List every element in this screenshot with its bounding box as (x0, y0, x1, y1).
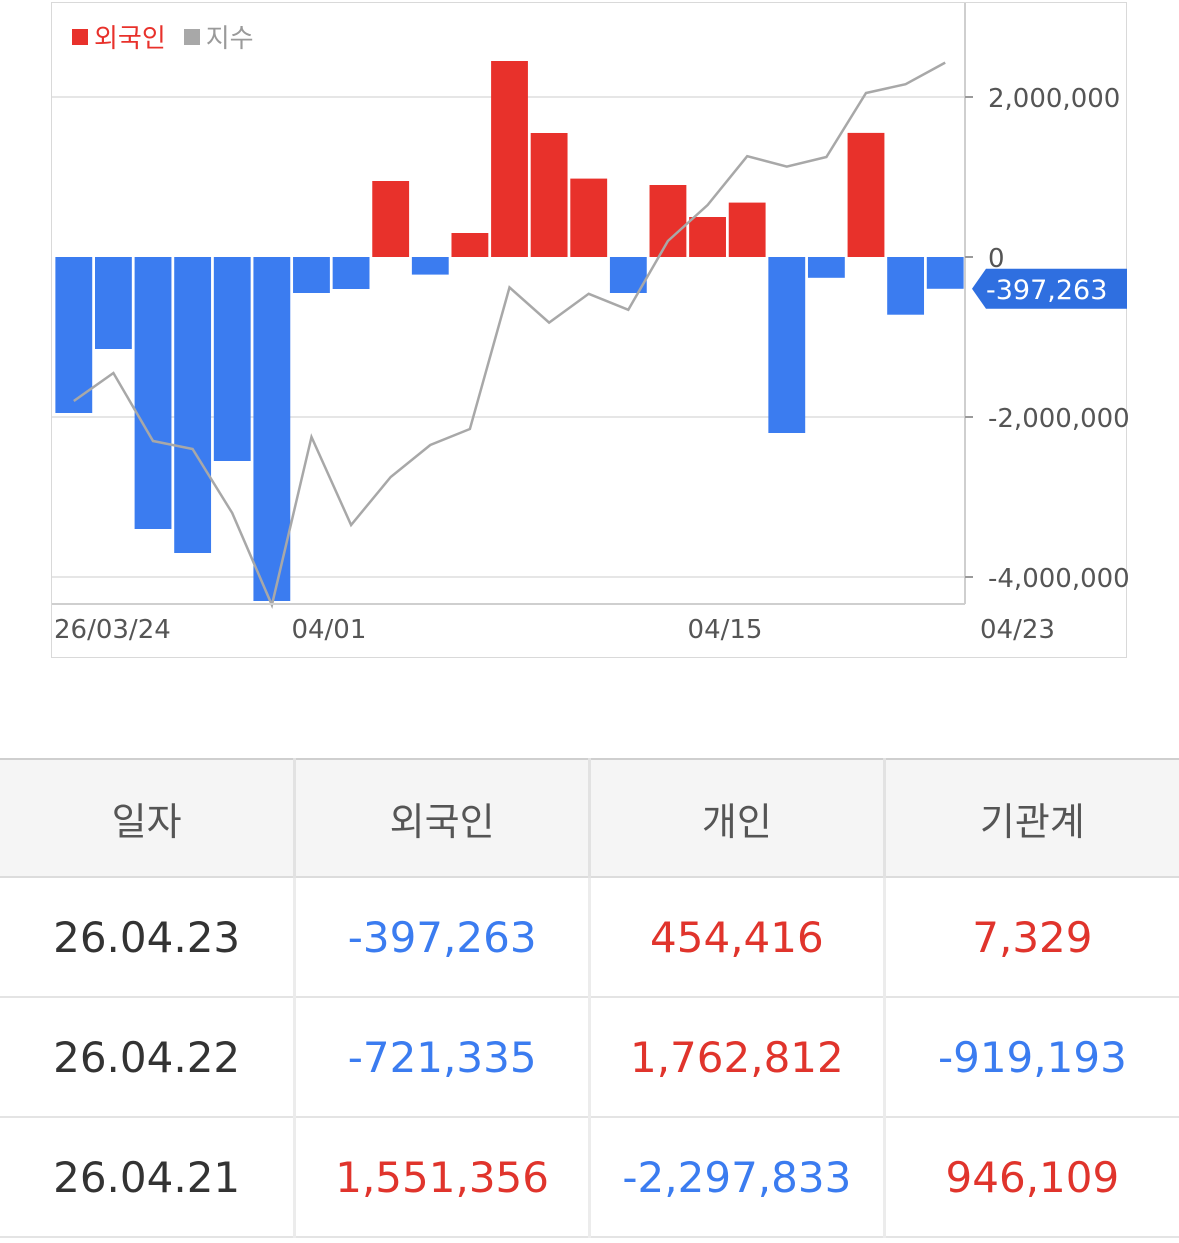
row-institution: 946,109 (884, 1117, 1179, 1238)
index-line (73, 61, 946, 609)
foreign-bar (134, 257, 172, 529)
foreign-bar (174, 257, 212, 553)
foreign-bar (728, 202, 766, 257)
investor-flow-table: 일자 외국인 개인 기관계 26.04.23 -397,263 454,416 … (0, 758, 1179, 1238)
foreign-bar (372, 181, 410, 257)
row-date: 26.04.22 (0, 997, 297, 1118)
foreign-bar (530, 133, 568, 257)
foreign-bar (253, 257, 291, 601)
current-value-tag-label: -397,263 (986, 275, 1107, 306)
chart-legend: 외국인 지수 (72, 18, 254, 55)
header-foreign[interactable]: 외국인 (294, 758, 591, 878)
foreign-bar (411, 257, 449, 275)
header-individual[interactable]: 개인 (589, 758, 886, 878)
header-date[interactable]: 일자 (0, 758, 297, 878)
y-tick-label: -2,000,000 (988, 404, 1130, 434)
legend-index-label: 지수 (205, 24, 254, 54)
foreign-bar (649, 185, 687, 257)
foreign-bar (887, 257, 925, 315)
row-individual: -2,297,833 (589, 1117, 886, 1238)
x-tick-label: 26/03/24 (54, 615, 171, 645)
foreign-flow-chart: 2,000,000 0 -2,000,000 -4,000,000 26/03/24 04… (52, 3, 1130, 645)
row-date: 26.04.23 (0, 877, 297, 998)
foreign-bar (491, 61, 528, 257)
current-value-tag: -397,263 (972, 268, 1127, 309)
header-institution[interactable]: 기관계 (884, 758, 1179, 878)
foreign-bar (332, 257, 370, 289)
legend-index-swatch (183, 28, 200, 45)
chart-frame (51, 2, 1127, 658)
y-tick-label: -4,000,000 (988, 564, 1130, 594)
row-institution: 7,329 (884, 877, 1179, 998)
foreign-bar (55, 257, 93, 413)
table-row[interactable]: 26.04.21 1,551,356 -2,297,833 946,109 (0, 1117, 1179, 1238)
table-header-row: 일자 외국인 개인 기관계 (0, 758, 1179, 878)
legend-foreign-label: 외국인 (94, 24, 166, 54)
foreign-bar (689, 217, 726, 257)
x-tick-label: 04/01 (291, 615, 366, 645)
foreign-bar (768, 257, 806, 433)
row-individual: 454,416 (589, 877, 886, 998)
row-individual: 1,762,812 (589, 997, 886, 1118)
current-value-tag-bg (972, 268, 1127, 309)
y-tick-label: 0 (988, 244, 1005, 274)
foreign-bar (213, 257, 251, 461)
row-date: 26.04.21 (0, 1117, 297, 1238)
y-tick-label: 2,000,000 (988, 84, 1120, 114)
table-row[interactable]: 26.04.23 -397,263 454,416 7,329 (0, 877, 1179, 998)
foreign-bar (293, 257, 330, 293)
foreign-bar (926, 257, 964, 289)
row-foreign: -721,335 (294, 997, 591, 1118)
foreign-bar (847, 132, 885, 257)
x-tick-label: 04/23 (980, 615, 1055, 645)
foreign-bar (807, 257, 845, 278)
legend-foreign-swatch (72, 28, 88, 45)
foreign-bar (451, 233, 489, 257)
x-tick-label: 04/15 (688, 615, 763, 645)
row-foreign: -397,263 (294, 877, 591, 998)
row-foreign: 1,551,356 (294, 1117, 591, 1238)
table-row[interactable]: 26.04.22 -721,335 1,762,812 -919,193 (0, 997, 1179, 1118)
foreign-bar (94, 257, 132, 349)
row-institution: -919,193 (884, 997, 1179, 1118)
foreign-bar (570, 178, 608, 257)
